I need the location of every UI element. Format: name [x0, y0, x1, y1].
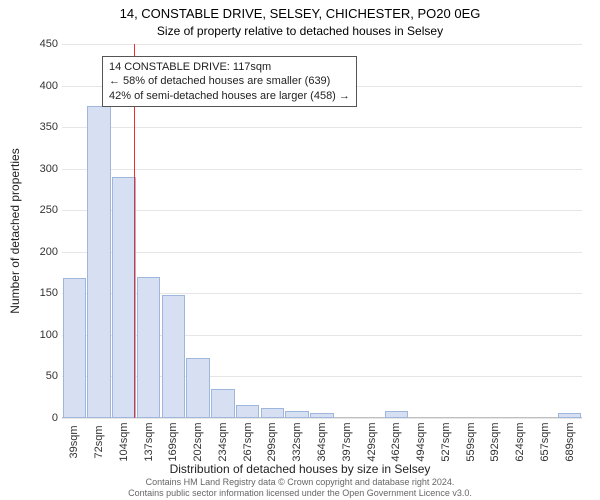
x-tick-label: 137sqm: [143, 422, 155, 461]
bar: [558, 413, 582, 418]
y-axis-label: Number of detached properties: [8, 148, 22, 313]
x-tick-label: 299sqm: [266, 422, 278, 461]
x-tick-label: 689sqm: [564, 422, 576, 461]
bar: [236, 405, 260, 418]
gridline: [62, 169, 582, 170]
y-tick-label: 400: [28, 80, 58, 92]
bar: [310, 413, 334, 418]
bar: [112, 177, 136, 418]
y-tick-label: 350: [28, 121, 58, 133]
chart-title: 14, CONSTABLE DRIVE, SELSEY, CHICHESTER,…: [0, 6, 600, 21]
y-axis-label-wrap: Number of detached properties: [8, 44, 22, 418]
gridline: [62, 210, 582, 211]
x-tick-label: 624sqm: [514, 422, 526, 461]
x-tick-label: 429sqm: [366, 422, 378, 461]
chart-container: 14, CONSTABLE DRIVE, SELSEY, CHICHESTER,…: [0, 0, 600, 500]
bar: [285, 411, 309, 418]
chart-subtitle: Size of property relative to detached ho…: [0, 24, 600, 38]
y-tick-label: 300: [28, 163, 58, 175]
y-tick-label: 150: [28, 287, 58, 299]
bar: [162, 295, 186, 418]
footer-line-2: Contains public sector information licen…: [0, 488, 600, 499]
gridline: [62, 127, 582, 128]
annotation-line: 14 CONSTABLE DRIVE: 117sqm: [109, 60, 350, 74]
bar: [385, 411, 409, 418]
x-tick-label: 202sqm: [192, 422, 204, 461]
gridline: [62, 44, 582, 45]
x-tick-label: 364sqm: [316, 422, 328, 461]
x-tick-label: 72sqm: [93, 425, 105, 458]
x-tick-label: 267sqm: [242, 422, 254, 461]
x-tick-label: 559sqm: [465, 422, 477, 461]
y-tick-label: 50: [28, 370, 58, 382]
annotation-line: ← 58% of detached houses are smaller (63…: [109, 74, 350, 88]
x-tick-label: 332sqm: [291, 422, 303, 461]
x-axis-label: Distribution of detached houses by size …: [0, 462, 600, 476]
footer-line-1: Contains HM Land Registry data © Crown c…: [0, 477, 600, 488]
y-axis-ticks: 050100150200250300350400450: [26, 44, 62, 418]
bar: [261, 408, 285, 418]
y-tick-label: 200: [28, 246, 58, 258]
x-tick-label: 104sqm: [118, 422, 130, 461]
x-tick-label: 39sqm: [68, 425, 80, 458]
x-tick-label: 462sqm: [390, 422, 402, 461]
bar: [137, 277, 161, 418]
x-tick-label: 592sqm: [489, 422, 501, 461]
gridline: [62, 252, 582, 253]
annotation-line: 42% of semi-detached houses are larger (…: [109, 89, 350, 103]
annotation-box: 14 CONSTABLE DRIVE: 117sqm← 58% of detac…: [102, 56, 357, 107]
y-tick-label: 450: [28, 38, 58, 50]
x-tick-label: 657sqm: [539, 422, 551, 461]
x-tick-label: 169sqm: [167, 422, 179, 461]
x-tick-label: 234sqm: [217, 422, 229, 461]
gridline: [62, 418, 582, 419]
bar: [87, 106, 111, 418]
y-tick-label: 0: [28, 412, 58, 424]
bar: [186, 358, 210, 418]
x-tick-label: 494sqm: [415, 422, 427, 461]
x-tick-label: 397sqm: [341, 422, 353, 461]
plot-area: 39sqm72sqm104sqm137sqm169sqm202sqm234sqm…: [62, 44, 582, 418]
y-tick-label: 100: [28, 329, 58, 341]
bar: [63, 278, 87, 418]
bar: [211, 389, 235, 418]
x-tick-label: 527sqm: [440, 422, 452, 461]
y-tick-label: 250: [28, 204, 58, 216]
